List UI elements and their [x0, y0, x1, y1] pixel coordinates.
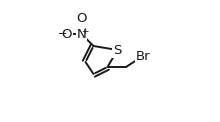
- Text: +: +: [81, 27, 88, 36]
- Text: N: N: [77, 27, 86, 41]
- Text: O: O: [61, 27, 72, 41]
- Text: O: O: [76, 11, 87, 25]
- Text: −: −: [58, 29, 67, 39]
- Text: Br: Br: [136, 50, 150, 62]
- Text: S: S: [113, 44, 122, 56]
